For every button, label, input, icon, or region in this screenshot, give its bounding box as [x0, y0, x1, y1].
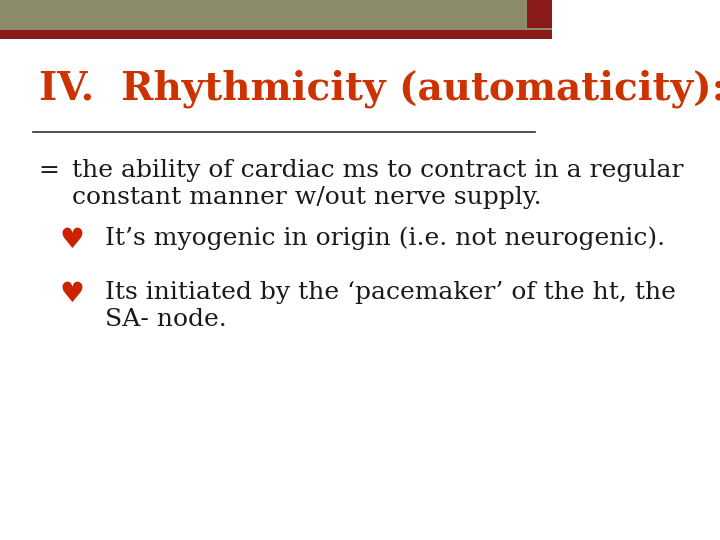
- Text: It’s myogenic in origin (i.e. not neurogenic).: It’s myogenic in origin (i.e. not neurog…: [105, 227, 665, 251]
- FancyBboxPatch shape: [527, 0, 552, 28]
- FancyBboxPatch shape: [0, 0, 552, 30]
- Text: IV.  Rhythmicity (automaticity):: IV. Rhythmicity (automaticity):: [39, 70, 720, 108]
- Text: ♥: ♥: [59, 226, 84, 254]
- Text: constant manner w/out nerve supply.: constant manner w/out nerve supply.: [72, 186, 541, 208]
- Text: SA- node.: SA- node.: [105, 308, 227, 331]
- Text: Its initiated by the ‘pacemaker’ of the ht, the: Its initiated by the ‘pacemaker’ of the …: [105, 281, 675, 304]
- Text: ♥: ♥: [59, 280, 84, 308]
- Text: =: =: [39, 159, 60, 181]
- Text: the ability of cardiac ms to contract in a regular: the ability of cardiac ms to contract in…: [72, 159, 683, 181]
- FancyBboxPatch shape: [0, 30, 552, 39]
